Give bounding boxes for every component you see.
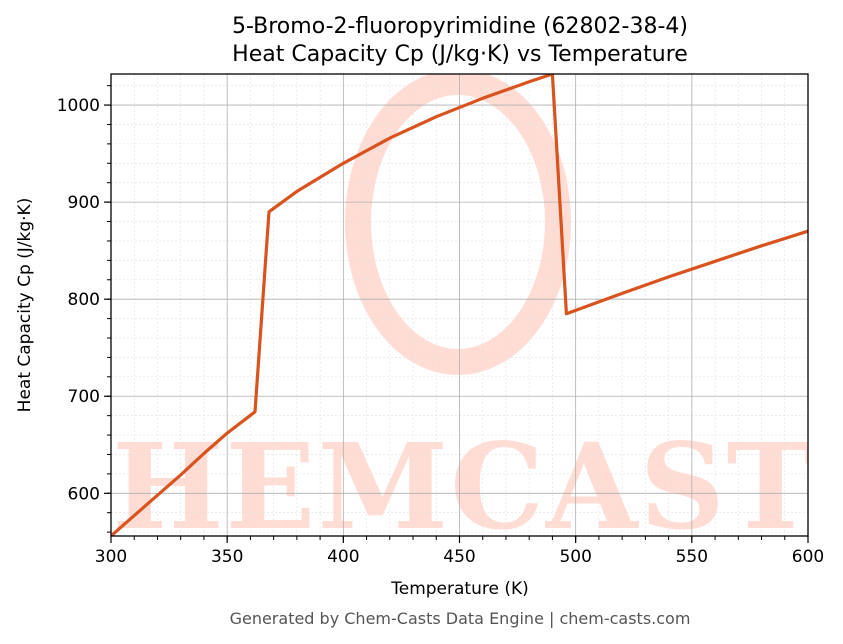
y-tick-label: 900 [68, 193, 100, 213]
x-tick-label: 600 [792, 547, 824, 567]
y-axis-label: Heat Capacity Cp (J/kg·K) [15, 198, 35, 413]
x-tick-label: 550 [676, 547, 708, 567]
chart-title-line1: 5-Bromo-2-fluoropyrimidine (62802-38-4) [232, 14, 688, 39]
x-tick-labels: 300 350 400 450 500 550 600 [95, 547, 824, 567]
footer-credit: Generated by Chem-Casts Data Engine | ch… [230, 609, 691, 628]
y-tick-label: 800 [68, 290, 100, 310]
x-tick-label: 500 [559, 547, 591, 567]
series-line [111, 74, 808, 536]
watermark-text: CHEMCASTS [16, 417, 843, 556]
y-tick-label: 1000 [57, 96, 100, 116]
watermark-logo: CHEMCASTS [16, 74, 843, 556]
watermark-ring [345, 74, 571, 375]
y-tick-label: 600 [68, 484, 100, 504]
x-tick-label: 400 [327, 547, 359, 567]
axis-ticks [104, 85, 809, 543]
x-tick-label: 450 [443, 547, 475, 567]
y-tick-labels: 600 700 800 900 1000 [57, 96, 100, 504]
chart-title-line2: Heat Capacity Cp (J/kg·K) vs Temperature [232, 42, 688, 67]
x-axis-label: Temperature (K) [390, 579, 529, 599]
y-tick-label: 700 [68, 387, 100, 407]
x-tick-label: 300 [95, 547, 127, 567]
x-tick-label: 350 [211, 547, 243, 567]
